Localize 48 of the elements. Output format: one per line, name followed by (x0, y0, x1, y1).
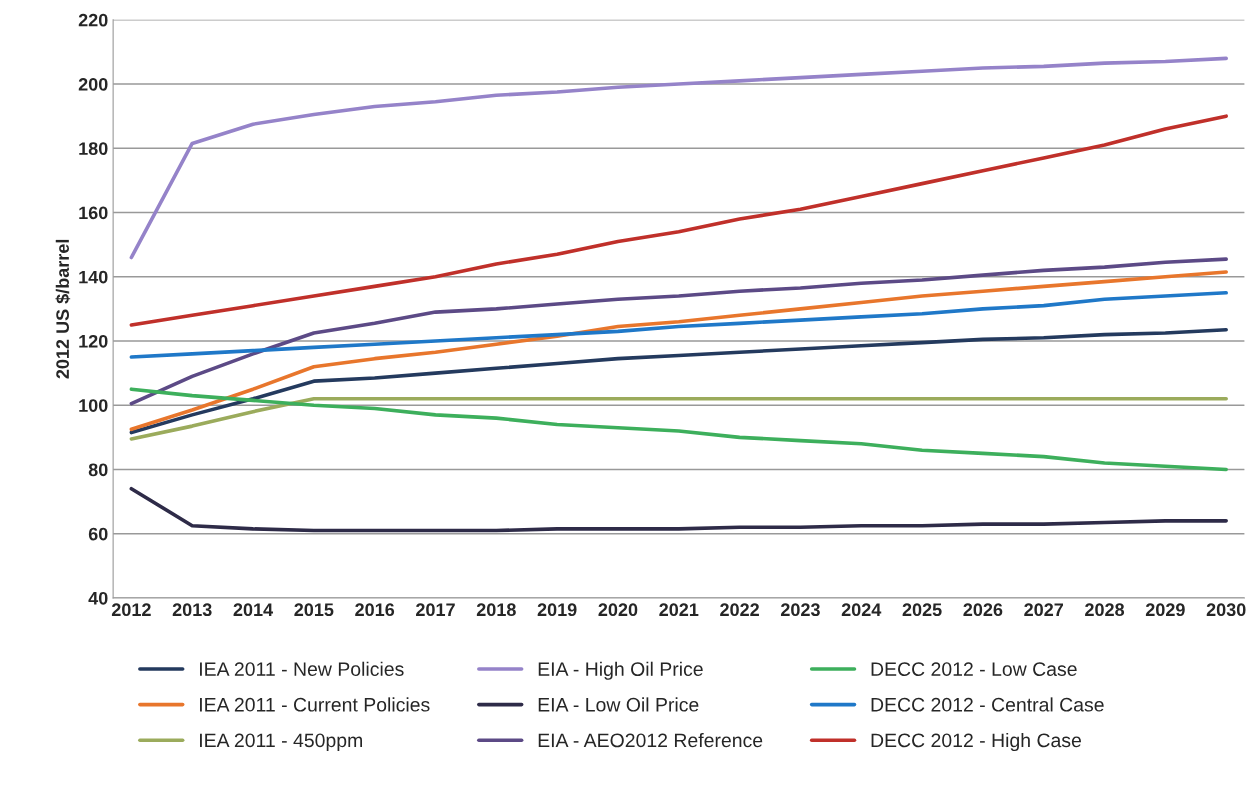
line-series (129, 56, 1228, 260)
line-series (129, 291, 1228, 359)
y-tick-label: 180 (79, 142, 108, 155)
legend-label: IEA 2011 - Current Policies (200, 697, 430, 712)
line-series (129, 397, 1228, 441)
x-tick-label: 2026 (963, 603, 1003, 617)
x-tick-label: 2024 (841, 603, 882, 617)
legend-label: EIA - Low Oil Price (538, 697, 699, 712)
line-series (129, 270, 1228, 432)
legend-label: EIA - AEO2012 Reference (538, 732, 763, 748)
legend-label: DECC 2012 - High Case (871, 732, 1081, 752)
line-series (129, 114, 1228, 327)
legend-label: IEA 2011 - 450ppm (200, 733, 362, 752)
y-tick-label: 120 (79, 334, 108, 348)
x-tick-label: 2021 (659, 603, 699, 617)
x-tick-label: 2023 (780, 603, 820, 617)
legend-label: EIA - High Oil Price (538, 661, 703, 680)
y-tick-label: 60 (88, 527, 108, 541)
legend-label: IEA 2011 - New Policies (200, 661, 404, 676)
x-tick-label: 2014 (233, 603, 274, 617)
legend-label: DECC 2012 - Low Case (871, 662, 1077, 676)
x-tick-label: 2020 (598, 603, 638, 617)
x-tick-label: 2028 (1085, 603, 1125, 617)
y-tick-label: 200 (78, 77, 108, 91)
x-tick-label: 2017 (416, 603, 455, 617)
x-tick-label: 2019 (537, 603, 577, 617)
x-tick-label: 2030 (1206, 603, 1246, 617)
x-tick-label: 2022 (720, 603, 759, 617)
x-tick-label: 2015 (294, 603, 334, 617)
x-tick-label: 2013 (172, 603, 212, 617)
y-tick-label: 100 (79, 399, 108, 412)
x-tick-label: 2012 (111, 603, 151, 617)
y-tick-label: 40 (88, 591, 108, 605)
line-series (129, 327, 1228, 435)
y-tick-label: 140 (79, 270, 108, 284)
x-tick-label: 2018 (476, 603, 516, 617)
x-tick-label: 2029 (1145, 603, 1185, 617)
line-series (129, 486, 1228, 533)
y-tick-label: 80 (88, 463, 108, 477)
y-axis-title: 2012 US $/barrel (55, 239, 71, 379)
y-tick-label: 160 (79, 206, 108, 220)
legend-label: DECC 2012 - Central Case (871, 697, 1104, 712)
x-tick-label: 2027 (1024, 603, 1064, 617)
line-series (129, 387, 1228, 472)
y-tick-label: 220 (78, 13, 108, 27)
line-series (129, 257, 1228, 406)
x-tick-label: 2025 (902, 603, 942, 617)
x-tick-label: 2016 (355, 603, 395, 617)
